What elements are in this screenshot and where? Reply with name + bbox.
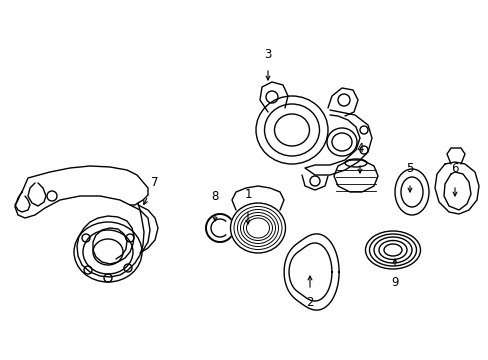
Text: 2: 2 bbox=[305, 296, 313, 309]
Text: 4: 4 bbox=[356, 141, 363, 154]
Text: 5: 5 bbox=[406, 162, 413, 175]
Text: 1: 1 bbox=[244, 189, 251, 202]
Text: 9: 9 bbox=[390, 275, 398, 288]
Text: 6: 6 bbox=[450, 162, 458, 175]
Text: 8: 8 bbox=[211, 190, 218, 203]
Text: 7: 7 bbox=[151, 175, 159, 189]
Text: 3: 3 bbox=[264, 49, 271, 62]
